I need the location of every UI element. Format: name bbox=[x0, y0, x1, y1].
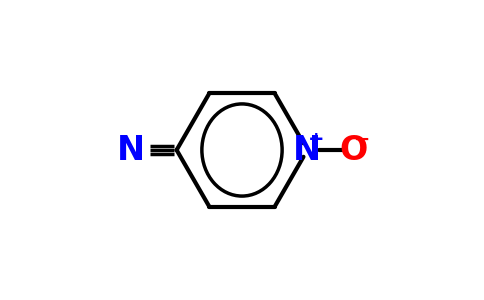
Text: +: + bbox=[308, 130, 325, 149]
Text: O: O bbox=[339, 134, 367, 166]
Text: N: N bbox=[117, 134, 145, 166]
Text: N: N bbox=[293, 134, 321, 166]
Text: −: − bbox=[354, 130, 371, 149]
